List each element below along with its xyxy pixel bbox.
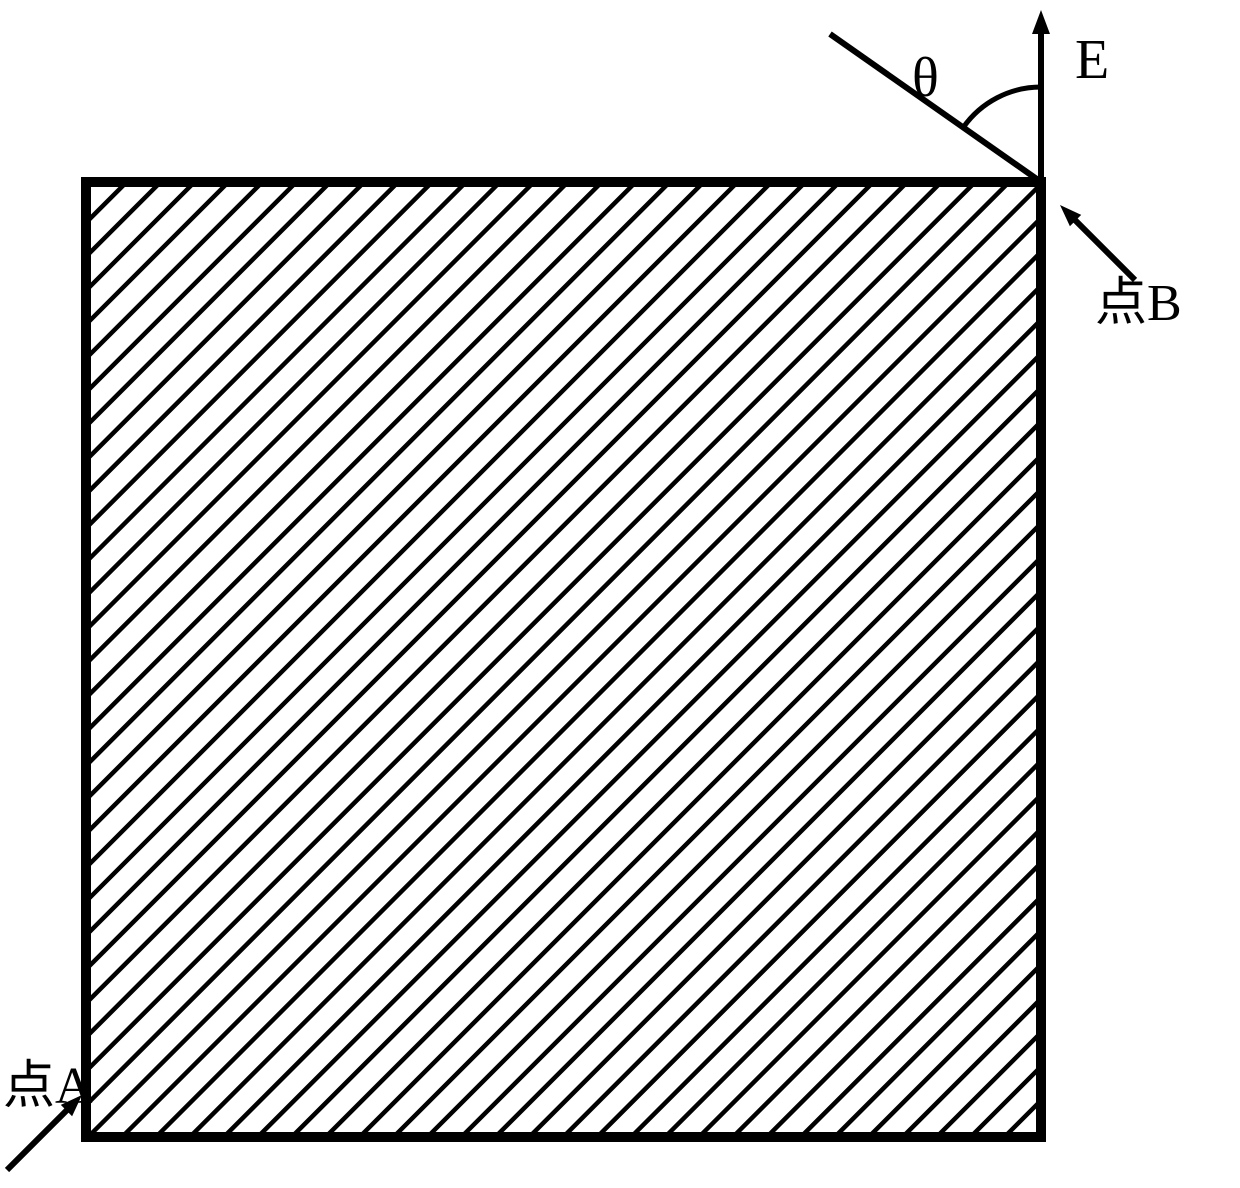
hatched-square	[86, 182, 1041, 1137]
point-a-label: 点A	[3, 1043, 93, 1118]
theta-arc	[963, 87, 1041, 128]
diagram-root: θ E 点A 点B	[0, 0, 1240, 1183]
e-label: E	[1075, 28, 1109, 92]
theta-label: θ	[912, 46, 939, 110]
diagram-svg	[0, 0, 1240, 1183]
e-arrow	[1032, 10, 1050, 182]
point-b-label: 点B	[1095, 260, 1182, 335]
